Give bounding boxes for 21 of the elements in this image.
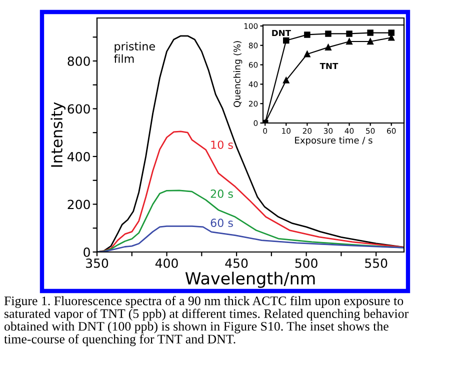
- x-tick-label: 550: [365, 258, 388, 268]
- y-tick-label: 400: [68, 152, 90, 162]
- series-label: TNT: [320, 62, 338, 70]
- x-axis-title: Exposure time / s: [295, 136, 372, 146]
- x-tick-label: 500: [295, 258, 318, 268]
- x-tick-label: 450: [225, 258, 248, 268]
- series-label: pristine film: [114, 42, 155, 63]
- series-label: 10 s: [211, 140, 233, 149]
- series-label: 60 s: [210, 218, 233, 228]
- y-axis-title: Quenching (%): [233, 41, 242, 108]
- y-tick-label: 600: [68, 104, 90, 114]
- series-label: DNT: [272, 30, 291, 36]
- y-tick-label: 800: [68, 56, 90, 66]
- series-label: 20 s: [210, 190, 233, 198]
- x-tick-label: 400: [155, 258, 178, 268]
- y-tick-label: 0: [84, 247, 90, 257]
- y-axis-title: Intensity: [50, 102, 66, 167]
- caption: Figure 1. Fluorescence spectra of a 90 nm thick ACTC film upon exposure to saturated vapor of TNT (5 ppb) at different times. Related quenching behavior obtained with DNT (100 ppb) is shown in Figure S10. The inset shows the time-course of quenching for TNT and DNT.: [4, 296, 409, 346]
- x-axis-title: Wavelength/nm: [185, 272, 315, 288]
- y-tick-label: 200: [68, 200, 90, 210]
- x-tick-label: 350: [86, 258, 108, 268]
